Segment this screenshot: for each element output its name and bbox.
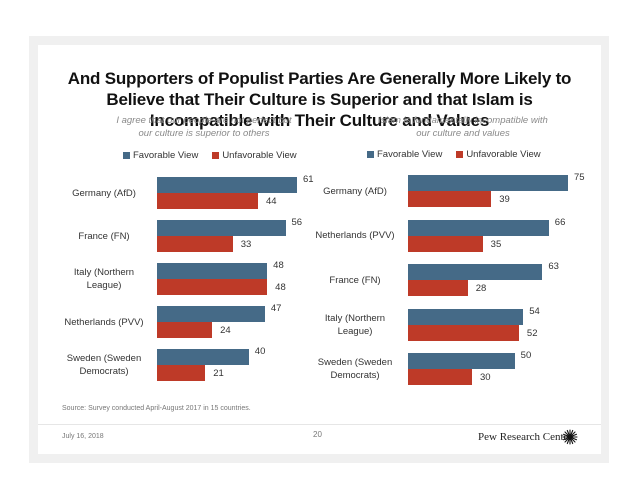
legend-label: Favorable View: [377, 149, 443, 160]
legend-item-favorable: Favorable View: [367, 149, 442, 160]
category-label: Sweden (Sweden Democrats): [305, 356, 405, 382]
bar-unfavorable: [157, 193, 258, 209]
category-label: France (FN): [55, 230, 153, 243]
right-chart-legend: Favorable View Unfavorable View: [367, 149, 541, 160]
category-label-line: France (FN): [78, 230, 130, 242]
bar-unfavorable: [408, 280, 468, 296]
data-label: 48: [273, 260, 284, 271]
brand-name: Pew Research Center: [478, 431, 573, 443]
category-label-line: Netherlands (PVV): [64, 316, 144, 328]
bar-unfavorable: [157, 365, 206, 381]
bar-unfavorable: [157, 279, 268, 295]
data-label: 56: [291, 217, 303, 228]
data-label: 35: [490, 238, 502, 250]
data-label: 75: [574, 172, 585, 183]
pew-sunburst-logo-icon: [562, 429, 578, 445]
bar-favorable: [157, 177, 297, 193]
bar-unfavorable: [157, 322, 213, 338]
category-label: Netherlands (PVV): [55, 316, 153, 329]
right-chart-subtitle: Islam is fundamentally incompatible with…: [352, 114, 574, 140]
data-label: 39: [499, 194, 510, 205]
legend-swatch-unfavorable: [456, 151, 464, 158]
bar-favorable: [408, 264, 543, 280]
category-label-line: Italy (Northern: [73, 267, 135, 278]
category-label-line: Germany (AfD): [323, 185, 387, 197]
legend-label: Unfavorable View: [466, 149, 541, 160]
page-number: 20: [313, 430, 322, 439]
subtitle-line: I agree that our people are not perfect …: [116, 115, 292, 126]
legend-label: Favorable View: [133, 150, 199, 161]
subtitle-line: our culture and values: [416, 128, 510, 139]
legend-swatch-unfavorable: [212, 152, 220, 159]
category-label-line: League): [337, 325, 373, 337]
data-label: 66: [554, 216, 566, 228]
subtitle-line: Islam is fundamentally incompatible with: [378, 115, 548, 126]
bar-favorable: [408, 308, 524, 325]
bar-unfavorable: [408, 369, 472, 385]
category-label-line: Netherlands (PVV): [315, 230, 395, 241]
legend-swatch-favorable: [367, 151, 374, 158]
data-label: 30: [480, 372, 491, 383]
category-label-line: Italy (Northern: [324, 312, 386, 324]
data-label: 54: [529, 305, 540, 317]
category-label-line: Democrats): [79, 366, 129, 377]
slide: [38, 45, 601, 454]
bar-unfavorable: [408, 324, 519, 341]
bar-unfavorable: [408, 235, 483, 252]
bar-favorable: [157, 349, 249, 365]
bar-favorable: [157, 220, 286, 236]
source-note: Source: Survey conducted April-August 20…: [62, 405, 251, 412]
slide-date: July 16, 2018: [62, 433, 104, 440]
data-label: 24: [220, 325, 231, 336]
category-label-line: France (FN): [329, 274, 381, 286]
category-label: France (FN): [305, 274, 405, 287]
category-label-line: Sweden (Sweden: [66, 353, 142, 364]
category-label-line: League): [86, 280, 122, 291]
data-label: 44: [265, 196, 277, 207]
category-label: Netherlands (PVV): [305, 229, 405, 242]
category-label: Sweden (Sweden Democrats): [55, 352, 153, 378]
bar-unfavorable: [157, 236, 233, 252]
category-label: Germany (AfD): [55, 187, 153, 200]
data-label: 61: [303, 174, 314, 185]
footer-divider: [38, 424, 601, 425]
title-line: Believe that Their Culture is Superior a…: [106, 90, 533, 109]
bar-favorable: [157, 263, 268, 279]
title-line: Incompatible with Their Culture and Valu…: [149, 111, 490, 130]
data-label: 33: [240, 239, 252, 250]
category-label-line: Sweden (Sweden: [317, 357, 393, 368]
bar-unfavorable: [408, 191, 492, 207]
data-label: 50: [520, 350, 532, 361]
bar-favorable: [408, 353, 515, 369]
bar-favorable: [408, 175, 568, 191]
data-label: 40: [254, 346, 266, 357]
data-label: 47: [270, 303, 282, 314]
subtitle-line: our culture is superior to others: [138, 128, 270, 139]
category-label-line: Germany (AfD): [72, 187, 136, 199]
legend-swatch-favorable: [123, 152, 130, 159]
legend-item-favorable: Favorable View: [123, 150, 198, 161]
category-label: Italy (Northern League): [55, 266, 153, 292]
bar-favorable: [408, 219, 549, 236]
data-label: 21: [213, 368, 224, 379]
bar-favorable: [157, 306, 265, 322]
data-label: 28: [475, 283, 487, 294]
left-chart-subtitle: I agree that our people are not perfect …: [98, 114, 310, 140]
data-label: 52: [526, 327, 538, 339]
legend-item-unfavorable: Unfavorable View: [456, 149, 541, 160]
category-label: Italy (Northern League): [305, 312, 405, 338]
category-label-line: Democrats): [330, 370, 380, 381]
category-label: Germany (AfD): [305, 185, 405, 198]
legend-item-unfavorable: Unfavorable View: [212, 150, 297, 161]
slide-title: And Supporters of Populist Parties Are G…: [38, 68, 601, 131]
data-label: 48: [275, 282, 286, 293]
left-chart-legend: Favorable View Unfavorable View: [123, 150, 297, 161]
legend-label: Unfavorable View: [222, 150, 297, 161]
data-label: 63: [548, 261, 559, 272]
title-line: And Supporters of Populist Parties Are G…: [67, 69, 572, 88]
